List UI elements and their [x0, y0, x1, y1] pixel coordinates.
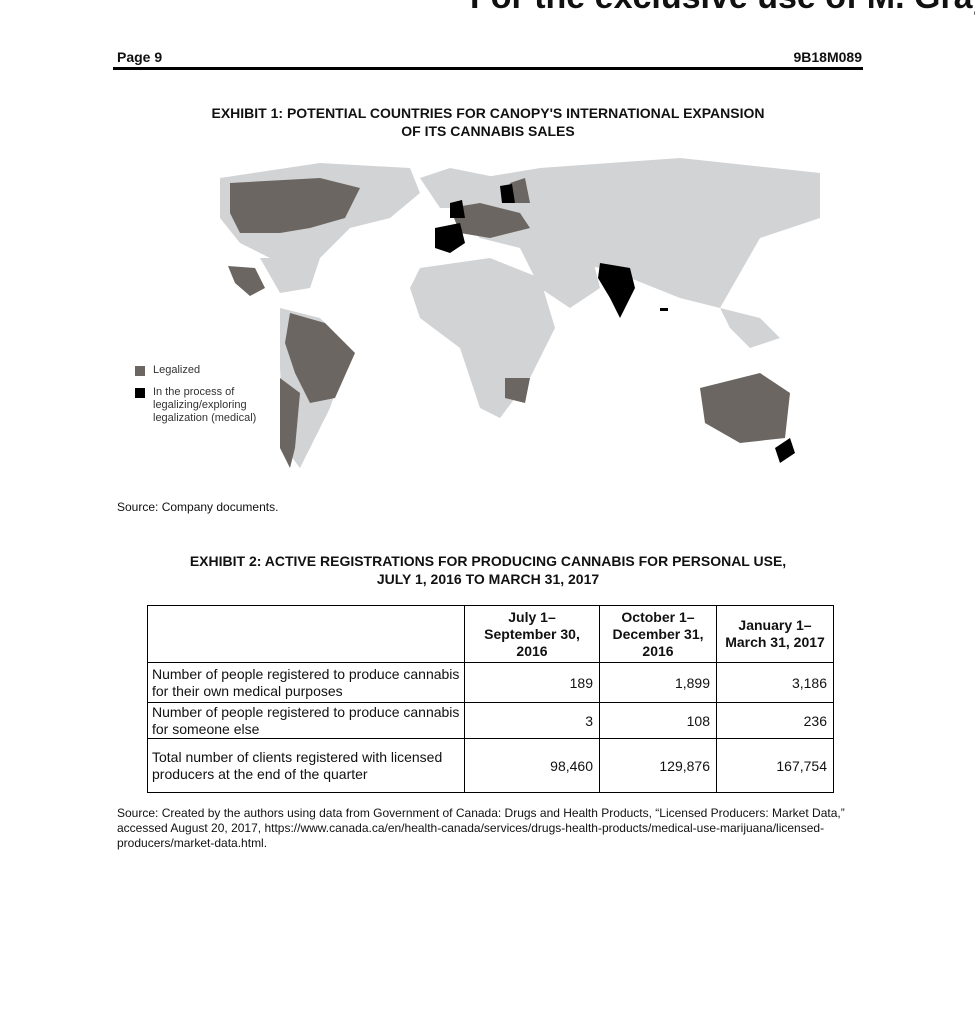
exhibit2-source: Source: Created by the authors using dat…: [117, 806, 845, 850]
exhibit2-title-line1: EXHIBIT 2: ACTIVE REGISTRATIONS FOR PROD…: [189, 553, 787, 569]
cell: 3: [464, 702, 600, 739]
cell: 98,460: [464, 738, 600, 793]
table-row: Number of people registered to produce c…: [147, 702, 834, 739]
legend-label: In the process of legalizing/exploring l…: [153, 386, 257, 424]
row-label: Total number of clients registered with …: [147, 738, 465, 793]
world-map: [220, 158, 820, 468]
row-label: Number of people registered to produce c…: [147, 702, 465, 739]
registrations-table: July 1– September 30, 2016 October 1– De…: [147, 605, 834, 793]
header-empty: [147, 605, 465, 663]
in-process-swatch: [135, 388, 145, 398]
exhibit1-source: Source: Company documents.: [117, 500, 279, 514]
table-row: Number of people registered to produce c…: [147, 662, 834, 703]
cell: 129,876: [599, 738, 717, 793]
cell: 108: [599, 702, 717, 739]
in-process-countries: [435, 184, 795, 463]
legend-item-legalized: Legalized: [135, 364, 273, 376]
case-code: 9B18M089: [793, 49, 863, 65]
cell: 236: [716, 702, 834, 739]
row-label: Number of people registered to produce c…: [147, 662, 465, 703]
exhibit1-title-line2: OF ITS CANNABIS SALES: [401, 123, 575, 139]
table-row: Total number of clients registered with …: [147, 738, 834, 793]
cell: 167,754: [716, 738, 834, 793]
column-header: January 1– March 31, 2017: [716, 605, 834, 663]
legalized-countries: [228, 178, 790, 468]
column-header: July 1– September 30, 2016: [464, 605, 600, 663]
exhibit1-title-line1: EXHIBIT 1: POTENTIAL COUNTRIES FOR CANOP…: [211, 105, 765, 121]
cell: 3,186: [716, 662, 834, 703]
exhibit2-title-line2: JULY 1, 2016 TO MARCH 31, 2017: [376, 571, 600, 587]
column-header: October 1– December 31, 2016: [599, 605, 717, 663]
header-rule: [113, 67, 863, 70]
legend-item-in-process: In the process of legalizing/exploring l…: [135, 386, 273, 425]
cell: 189: [464, 662, 600, 703]
map-legend: Legalized In the process of legalizing/e…: [135, 364, 273, 435]
legend-label: Legalized: [153, 364, 201, 376]
page-number: Page 9: [117, 49, 163, 65]
legalized-swatch: [135, 366, 145, 376]
watermark-text: For the exclusive use of M. Gray, 2021.: [470, 0, 975, 17]
table-header-row: July 1– September 30, 2016 October 1– De…: [147, 605, 834, 663]
cell: 1,899: [599, 662, 717, 703]
